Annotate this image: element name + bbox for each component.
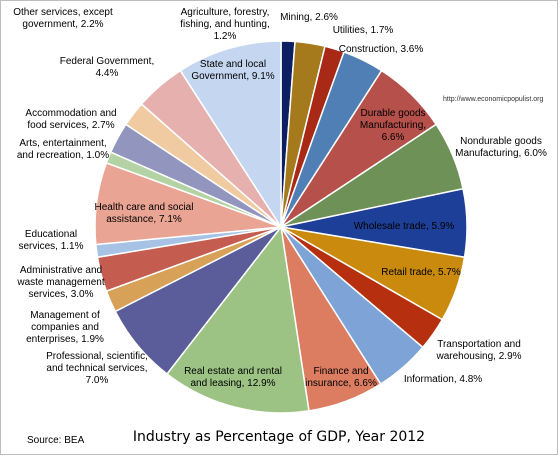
slice-label-8: Retail trade, 5.7%	[381, 267, 461, 278]
slice-label-14: Management of companies and enterprises, 1…	[26, 310, 104, 345]
chart-title: Industry as Percentage of GDP, Year 2012	[132, 429, 426, 445]
slice-label-20: Other services, except government, 2.2%	[13, 7, 113, 30]
slice-label-5: Durable goods Manufacturing, 6.6%	[360, 108, 426, 143]
slice-labels: Agriculture, forestry, fishing, and hunti…	[13, 7, 547, 389]
credit-url: http://www.economicpopulist.org	[443, 96, 544, 103]
pie-slice-22	[179, 40, 282, 230]
slice-label-16: Educational services, 1.1%	[18, 229, 83, 252]
slice-label-4: Construction, 3.6%	[339, 44, 424, 55]
slice-label-10: Information, 4.8%	[404, 374, 482, 385]
slice-label-12: Real estate and rental and leasing, 12.9%	[184, 366, 282, 389]
slice-label-11: Finance and insurance, 6.6%	[305, 366, 377, 389]
slice-label-2: Mining, 2.6%	[280, 12, 338, 23]
pie-slice-12	[165, 225, 310, 414]
slice-label-7: Wholesale trade, 5.9%	[354, 221, 455, 232]
source-note: Source: BEA	[27, 435, 85, 446]
slice-label-18: Arts, entertainment, and recreation, 1.0%	[17, 138, 109, 161]
slice-label-13: Professional, scientific, and technical s…	[46, 351, 148, 386]
pie-slices	[94, 40, 468, 414]
slice-label-9: Transportation and warehousing, 2.9%	[435, 339, 521, 362]
slice-label-17: Health care and social assistance, 7.1%	[95, 202, 194, 225]
slice-label-21: Federal Government, 4.4%	[60, 56, 155, 79]
slice-label-22: State and local Government, 9.1%	[191, 59, 274, 82]
slice-label-19: Accommodation and food services, 2.7%	[25, 108, 116, 131]
slice-label-15: Administrative and waste management servic…	[16, 265, 104, 300]
slice-label-1: Agriculture, forestry, fishing, and hunti…	[180, 7, 270, 42]
slice-label-3: Utilities, 1.7%	[333, 25, 394, 36]
slice-label-6: Nondurable goods Manufacturing, 6.0%	[455, 136, 547, 159]
